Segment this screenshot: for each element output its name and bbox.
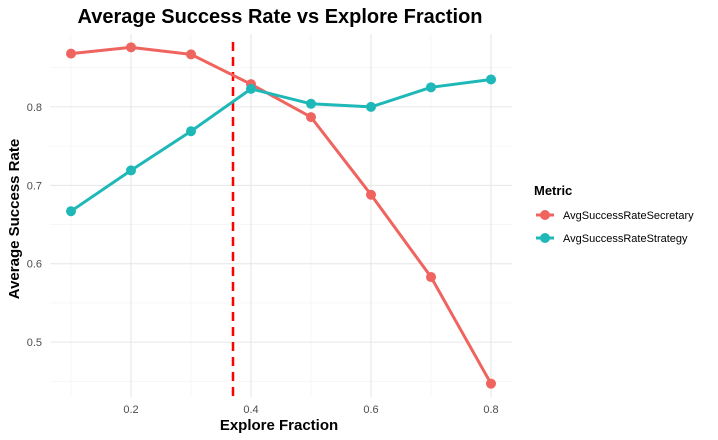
data-point	[126, 42, 136, 53]
data-point	[366, 189, 376, 200]
legend: Metric AvgSuccessRateSecretaryAvgSuccess…	[534, 183, 694, 245]
y-tick-label: 0.6	[27, 259, 42, 271]
data-point	[426, 82, 436, 93]
series-line	[69, 45, 493, 386]
data-point	[306, 112, 316, 123]
data-point	[486, 74, 496, 85]
plot-panel	[50, 34, 512, 397]
x-tick-label: 0.6	[363, 404, 378, 416]
legend-key-point	[540, 233, 550, 243]
chart-title: Average Success Rate vs Explore Fraction	[78, 6, 483, 28]
legend-title: Metric	[534, 183, 572, 198]
data-point	[426, 272, 436, 283]
data-point	[366, 101, 376, 112]
series-2	[66, 74, 496, 217]
y-axis-ticks: 0.5 0.6 0.7 0.8	[27, 102, 42, 349]
legend-items: AvgSuccessRateSecretary AvgSuccessRateStr…	[536, 210, 694, 245]
x-axis-ticks: 0.2 0.4 0.6 0.8	[123, 404, 498, 416]
legend-key-point	[540, 210, 550, 220]
data-point	[126, 165, 136, 176]
y-tick-label: 0.7	[27, 180, 42, 192]
x-axis-title: Explore Fraction	[220, 417, 338, 434]
data-point	[246, 83, 256, 94]
series-layer	[66, 42, 496, 389]
y-tick-label: 0.8	[27, 102, 42, 114]
y-tick-label: 0.5	[27, 337, 42, 349]
data-point	[486, 378, 496, 389]
legend-item: AvgSuccessRateSecretary	[536, 210, 694, 222]
series-line	[69, 77, 493, 213]
legend-label: AvgSuccessRateStrategy	[563, 233, 688, 245]
grid	[50, 34, 512, 397]
x-tick-label: 0.4	[243, 404, 258, 416]
data-point	[306, 98, 316, 109]
legend-label: AvgSuccessRateSecretary	[563, 210, 694, 222]
data-point	[66, 206, 76, 217]
data-point	[186, 49, 196, 60]
data-point	[186, 126, 196, 137]
data-point	[66, 48, 76, 59]
x-tick-label: 0.8	[483, 404, 498, 416]
y-axis-title: Average Success Rate	[6, 139, 23, 299]
x-tick-label: 0.2	[123, 404, 138, 416]
legend-item: AvgSuccessRateStrategy	[536, 233, 688, 245]
